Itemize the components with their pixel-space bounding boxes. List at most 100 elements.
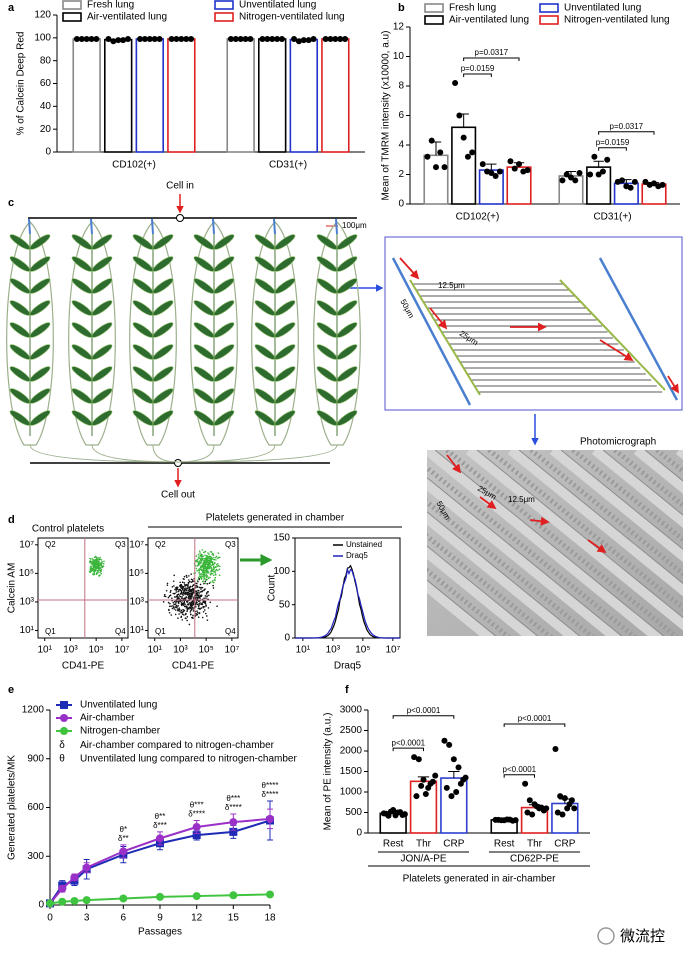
data-point [422, 791, 429, 798]
event-dot [200, 565, 202, 567]
significance-bracket [463, 57, 520, 62]
event-dot [218, 574, 221, 577]
bar [321, 38, 350, 153]
pillar-leaf [71, 234, 93, 250]
event-dot [89, 557, 91, 560]
data-point [300, 37, 307, 44]
event-dot [205, 615, 208, 617]
event-dot [180, 609, 183, 612]
significance: δ**** [225, 803, 242, 812]
event-dot [201, 580, 204, 583]
x-tick-label: CD31(+) [269, 160, 307, 171]
outer-wall [598, 257, 679, 401]
marker [58, 884, 67, 893]
event-dot [197, 607, 200, 610]
event-dot [192, 591, 195, 594]
x-axis-label: Passages [138, 927, 182, 938]
data-point [327, 35, 334, 42]
pillar-leaf [254, 410, 276, 426]
event-dot [99, 574, 101, 576]
event-dot [196, 603, 199, 606]
legend-swatch [62, 0, 82, 10]
event-dot [201, 586, 204, 589]
event-dot [206, 583, 209, 585]
data-point [543, 805, 550, 812]
event-dot [175, 601, 177, 603]
event-dot [195, 567, 198, 570]
pillar-leaf [152, 322, 174, 338]
event-dot [204, 582, 207, 585]
event-dot [96, 560, 99, 563]
x-tick-label: 15 [228, 913, 240, 924]
event-dot [199, 552, 201, 554]
pillar-leaf [91, 278, 113, 294]
pillar-leaf [193, 410, 215, 426]
event-dot [215, 568, 218, 571]
event-dot [185, 596, 187, 598]
data-point [73, 35, 80, 42]
plot-frame [294, 537, 401, 639]
event-dot [92, 559, 95, 562]
data-point [538, 804, 545, 811]
pillar-leaf [336, 388, 358, 404]
event-dot [88, 570, 91, 573]
y-tick-label: 150 [273, 533, 290, 544]
event-dot [197, 580, 199, 583]
pillar-leaf [29, 344, 51, 360]
photo-band [549, 450, 683, 563]
data-point [561, 795, 568, 802]
pillar-leaf [213, 278, 235, 294]
y-tick-label: 0 [284, 633, 290, 644]
event-dot [177, 595, 179, 598]
event-dot [215, 555, 218, 558]
event-dot [195, 590, 198, 592]
event-dot [183, 590, 186, 592]
event-dot [201, 575, 204, 578]
event-dot [97, 562, 100, 565]
pillar-leaf [71, 388, 93, 404]
event-dot [204, 564, 206, 566]
event-dot [196, 565, 199, 567]
legend-swatch [539, 15, 559, 25]
data-point [496, 168, 503, 175]
event-dot [192, 601, 194, 603]
event-dot [180, 595, 182, 598]
bar [72, 38, 101, 153]
data-point [457, 780, 464, 787]
panel-label: c [8, 197, 14, 209]
data-point [619, 177, 626, 184]
y-tick-label: 300 [27, 851, 44, 862]
y-tick-label: 10⁵ [129, 568, 144, 579]
marker [192, 892, 201, 901]
event-dot [210, 570, 212, 572]
event-dot [94, 569, 97, 572]
event-dot [96, 570, 99, 572]
data-point [460, 134, 467, 141]
event-dot [206, 578, 208, 581]
event-dot [203, 572, 205, 575]
pillar-leaf [316, 300, 338, 316]
event-dot [176, 586, 179, 589]
event-dot [215, 566, 217, 569]
event-dot [182, 594, 185, 596]
data-point [441, 737, 448, 744]
event-dot [199, 594, 201, 596]
event-dot [192, 603, 195, 606]
legend-label: Unventilated lung [80, 700, 157, 711]
event-dot [186, 616, 189, 618]
event-dot [188, 602, 191, 604]
x-tick-label: 10⁷ [224, 645, 239, 656]
outlet-branch [177, 444, 215, 463]
event-dot [93, 573, 96, 576]
data-point [178, 35, 185, 42]
data-point [595, 171, 602, 178]
event-dot [196, 586, 199, 588]
event-dot [185, 593, 188, 595]
error-bar [448, 771, 460, 779]
legend-marker [60, 714, 68, 722]
note-symbol: δ [59, 740, 65, 751]
event-dot [195, 555, 198, 557]
event-dot [206, 566, 208, 568]
pillar-leaf [193, 322, 215, 338]
marker [70, 873, 79, 882]
